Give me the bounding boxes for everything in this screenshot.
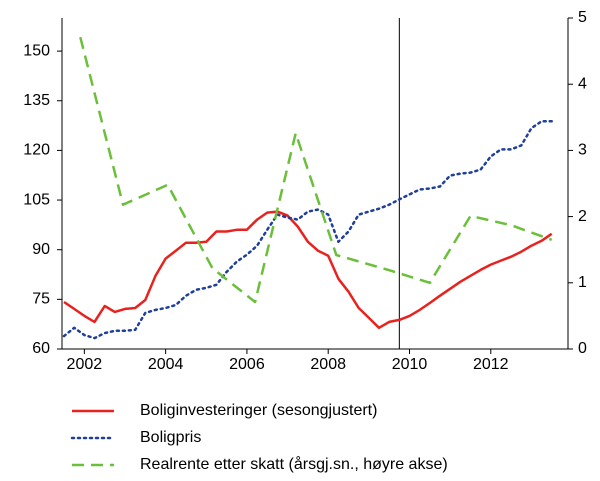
y2-tick-label: 4 xyxy=(578,75,587,92)
legend-label: Realrente etter skatt (årsgj.sn., høyre … xyxy=(140,455,448,473)
x-tick-label: 2010 xyxy=(392,356,428,373)
x-tick-label: 2012 xyxy=(473,356,509,373)
legend-label: Boligpris xyxy=(140,429,201,446)
y-tick-label: 105 xyxy=(23,191,50,208)
y2-tick-label: 0 xyxy=(578,340,587,357)
legend-label: Boliginvesteringer (sesongjustert) xyxy=(140,402,377,419)
series-line xyxy=(62,120,553,340)
y-tick-label: 135 xyxy=(23,92,50,109)
x-tick-label: 2004 xyxy=(148,356,184,373)
y2-tick-label: 5 xyxy=(578,9,587,26)
series-line xyxy=(63,210,553,330)
y-tick-label: 60 xyxy=(32,340,50,357)
y-tick-label: 90 xyxy=(32,241,50,258)
series-line xyxy=(79,36,553,304)
y-tick-label: 75 xyxy=(32,291,50,308)
x-tick-label: 2008 xyxy=(310,356,346,373)
y2-tick-label: 1 xyxy=(578,274,587,291)
y-tick-label: 120 xyxy=(23,142,50,159)
y-tick-label: 150 xyxy=(23,42,50,59)
x-tick-label: 2002 xyxy=(67,356,103,373)
y2-tick-label: 2 xyxy=(578,208,587,225)
x-tick-label: 2006 xyxy=(229,356,265,373)
y2-tick-label: 3 xyxy=(578,142,587,159)
